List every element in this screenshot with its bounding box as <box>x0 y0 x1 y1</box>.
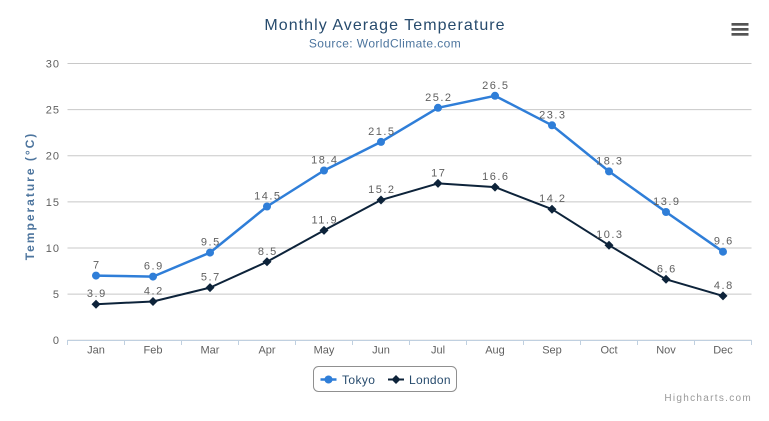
svg-text:14.2: 14.2 <box>539 193 566 205</box>
svg-text:6.9: 6.9 <box>144 261 164 273</box>
svg-text:30: 30 <box>46 59 60 71</box>
svg-text:5.7: 5.7 <box>201 272 221 284</box>
svg-text:25: 25 <box>46 105 60 117</box>
svg-text:18.4: 18.4 <box>311 155 338 167</box>
svg-text:23.3: 23.3 <box>539 109 566 121</box>
svg-text:9.5: 9.5 <box>201 237 221 249</box>
svg-text:15: 15 <box>46 197 60 209</box>
svg-text:Sep: Sep <box>542 345 562 357</box>
svg-text:4.2: 4.2 <box>144 286 164 298</box>
svg-text:Nov: Nov <box>656 345 676 357</box>
svg-text:3.9: 3.9 <box>87 288 107 300</box>
svg-text:16.6: 16.6 <box>482 171 509 183</box>
svg-text:May: May <box>314 345 335 357</box>
svg-text:7: 7 <box>93 260 101 272</box>
svg-text:0: 0 <box>53 335 59 347</box>
svg-text:Feb: Feb <box>144 345 163 357</box>
svg-text:Source: WorldClimate.com: Source: WorldClimate.com <box>309 37 461 51</box>
svg-text:15.2: 15.2 <box>368 184 395 196</box>
svg-text:Monthly Average Temperature: Monthly Average Temperature <box>264 17 505 34</box>
svg-text:Jul: Jul <box>431 345 445 357</box>
svg-text:14.5: 14.5 <box>254 191 281 203</box>
svg-text:18.3: 18.3 <box>596 155 623 167</box>
svg-text:21.5: 21.5 <box>368 126 395 138</box>
svg-text:8.5: 8.5 <box>258 246 278 258</box>
svg-text:Apr: Apr <box>258 345 275 357</box>
svg-text:Temperature (°C): Temperature (°C) <box>23 132 37 261</box>
svg-text:11.9: 11.9 <box>312 214 339 226</box>
svg-text:10.3: 10.3 <box>596 229 623 241</box>
svg-text:20: 20 <box>46 151 60 163</box>
svg-text:26.5: 26.5 <box>482 80 509 92</box>
svg-text:5: 5 <box>53 289 59 301</box>
svg-text:13.9: 13.9 <box>653 196 680 208</box>
svg-text:Jan: Jan <box>87 345 105 357</box>
svg-text:Mar: Mar <box>201 345 220 357</box>
svg-text:Tokyo: Tokyo <box>342 373 375 387</box>
svg-text:Jun: Jun <box>372 345 390 357</box>
svg-text:Highcharts.com: Highcharts.com <box>664 393 752 404</box>
svg-text:Oct: Oct <box>600 345 617 357</box>
svg-text:10: 10 <box>46 243 60 255</box>
svg-text:6.6: 6.6 <box>657 263 677 275</box>
svg-text:4.8: 4.8 <box>714 280 734 292</box>
svg-text:London: London <box>409 373 451 387</box>
svg-text:17: 17 <box>431 167 446 179</box>
svg-text:Aug: Aug <box>485 345 505 357</box>
svg-text:Dec: Dec <box>713 345 733 357</box>
svg-text:25.2: 25.2 <box>425 92 452 104</box>
svg-text:9.6: 9.6 <box>714 236 734 248</box>
